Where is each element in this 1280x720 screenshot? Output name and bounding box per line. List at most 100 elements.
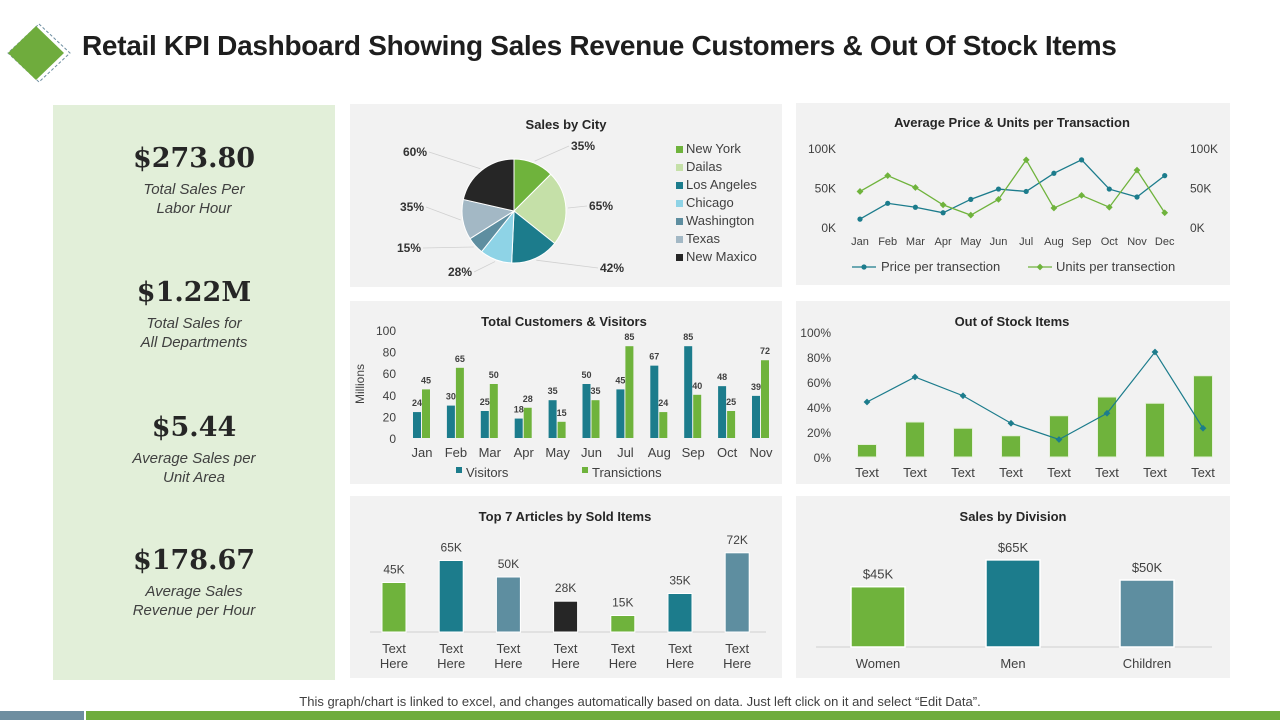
x-tick-label: Here xyxy=(437,656,465,671)
bar xyxy=(381,582,407,633)
x-tick-label: Feb xyxy=(878,236,897,248)
bar xyxy=(693,394,702,438)
data-point xyxy=(959,392,967,400)
x-tick-label: May xyxy=(545,445,570,460)
x-tick-label: Jun xyxy=(990,236,1008,248)
chart-title: Average Price & Units per Transaction xyxy=(894,115,1130,130)
bar xyxy=(850,585,906,648)
bar xyxy=(752,395,760,438)
top-articles-panel[interactable]: Top 7 Articles by Sold Items 45K Text Here 6… xyxy=(350,496,782,678)
x-tick-label: Aug xyxy=(648,445,671,460)
bar-data-label: 24 xyxy=(412,398,422,408)
legend-label: New York xyxy=(686,141,741,156)
sales-by-division-chart: Sales by Division $45K Women $65K Men $50K Chi… xyxy=(816,509,1212,671)
legend-swatch xyxy=(582,467,588,473)
bar xyxy=(582,384,591,438)
y-tick-label: 50K xyxy=(815,182,836,196)
bar xyxy=(495,576,521,633)
y2-tick-label: 0K xyxy=(1190,221,1205,235)
legend-marker xyxy=(1036,263,1044,271)
kpi-label: Average Sales Revenue per Hour xyxy=(132,583,256,619)
bar xyxy=(616,389,625,438)
pie-data-label: 35% xyxy=(571,139,595,153)
x-tick-label: Sep xyxy=(682,445,705,460)
bar xyxy=(591,400,600,438)
x-tick-label: Apr xyxy=(935,236,952,248)
data-point xyxy=(884,172,892,180)
legend-swatch xyxy=(676,254,683,261)
y-tick-label: 20% xyxy=(807,426,831,440)
customers-visitors-chart: Total Customers & Visitors 100 80 60 40 20 0 Mi… xyxy=(353,314,773,480)
legend-label: Chicago xyxy=(686,195,734,210)
data-point xyxy=(912,184,919,191)
bar-data-label: 35K xyxy=(669,574,690,588)
out-of-stock-panel[interactable]: Out of Stock Items 100% 80% 60% 40% 20% 0% Text… xyxy=(796,301,1230,484)
bar-data-label: 45K xyxy=(383,563,404,577)
bar-data-label: 35 xyxy=(590,386,600,396)
avg-price-units-chart: Average Price & Units per Transaction 100… xyxy=(808,115,1218,274)
x-tick-label: Text xyxy=(554,641,578,656)
y-tick-label: 60% xyxy=(807,376,831,390)
bar xyxy=(438,560,464,633)
page-title: Retail KPI Dashboard Showing Sales Reven… xyxy=(82,30,1117,61)
y-tick-label: 80 xyxy=(383,346,397,360)
y-tick-label: 0% xyxy=(814,451,832,465)
y-tick-label: 0K xyxy=(821,221,836,235)
pie-data-label: 35% xyxy=(400,200,424,214)
bar-data-label: 67 xyxy=(649,352,659,362)
avg-price-units-panel[interactable]: Average Price & Units per Transaction 100… xyxy=(796,103,1230,285)
bar-data-label: 35 xyxy=(548,386,558,396)
legend-label: Washington xyxy=(686,213,754,228)
bar xyxy=(1001,435,1021,458)
x-tick-label: Feb xyxy=(445,445,467,460)
customers-visitors-panel[interactable]: Total Customers & Visitors 100 80 60 40 20 0 Mi… xyxy=(350,301,782,484)
data-point xyxy=(940,210,946,216)
pie-data-label: 42% xyxy=(600,261,624,275)
leader-line xyxy=(425,206,461,221)
legend-swatch xyxy=(676,164,683,171)
leader-line xyxy=(473,261,496,273)
data-point xyxy=(1199,424,1207,432)
x-tick-label: Text xyxy=(1191,465,1215,480)
bar xyxy=(1145,402,1165,458)
series-line xyxy=(859,159,1166,220)
sales-by-division-panel[interactable]: Sales by Division $45K Women $65K Men $50K Chi… xyxy=(796,496,1230,678)
x-tick-label: Apr xyxy=(514,445,535,460)
kpi-value: $273.80 xyxy=(132,143,256,174)
footer-bar xyxy=(86,711,1280,720)
legend-swatch xyxy=(676,146,683,153)
data-point xyxy=(863,398,871,406)
data-point xyxy=(1079,157,1085,163)
pie-data-label: 15% xyxy=(397,241,421,255)
sales-by-city-panel[interactable]: Sales by City 35% 65% 42% 28% 15% 35% 60% New Yo… xyxy=(350,104,782,287)
data-point xyxy=(885,200,891,206)
kpi-sales-per-unit-area: $5.44 Average Sales per Unit Area xyxy=(53,412,335,487)
bar-data-label: 45 xyxy=(421,375,431,385)
legend-label: New Maxico xyxy=(686,249,757,264)
leader-line xyxy=(534,145,570,162)
x-tick-label: Here xyxy=(666,656,694,671)
x-tick-label: Oct xyxy=(1101,236,1118,248)
chart-title: Total Customers & Visitors xyxy=(481,314,647,329)
bar-data-label: 15 xyxy=(557,408,567,418)
pie-data-label: 28% xyxy=(448,265,472,279)
bar xyxy=(953,427,973,458)
x-tick-label: Here xyxy=(552,656,580,671)
bar-data-label: 45 xyxy=(615,375,625,385)
data-point xyxy=(1106,186,1112,192)
bar xyxy=(480,411,489,438)
x-tick-label: Text xyxy=(668,641,692,656)
data-point xyxy=(1055,436,1063,443)
bar-data-label: 18 xyxy=(514,405,524,415)
kpi-total-sales: $1.22M Total Sales for All Departments xyxy=(53,277,335,352)
chart-title: Out of Stock Items xyxy=(955,314,1070,329)
out-of-stock-chart: Out of Stock Items 100% 80% 60% 40% 20% 0% Text… xyxy=(800,314,1215,480)
pie-slice xyxy=(513,173,567,245)
leader-line xyxy=(567,205,588,209)
x-tick-label: Jun xyxy=(581,445,602,460)
data-point xyxy=(1162,173,1168,179)
data-point xyxy=(911,373,919,381)
x-tick-label: Text xyxy=(611,641,635,656)
bar xyxy=(724,552,750,633)
bar xyxy=(1097,396,1117,458)
